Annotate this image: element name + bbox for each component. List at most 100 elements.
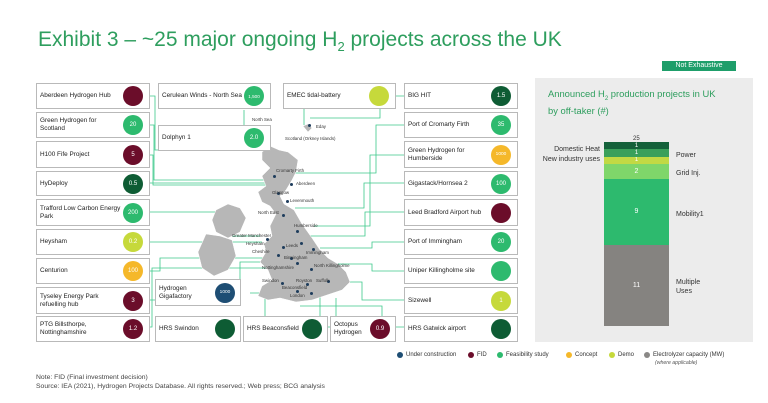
project-name: Cerulean Winds - North Sea [162, 92, 242, 99]
map-label: Leeds [286, 243, 298, 248]
map-label: Scotland (Orkney Islands) [285, 136, 336, 141]
project-name: HRS Gatwick airport [408, 325, 466, 332]
project-name: Sizewell [408, 296, 432, 304]
status-circle: 0.9 [370, 319, 390, 339]
status-circle: 1 [491, 290, 511, 311]
map-label: Cromarty Firth [276, 168, 305, 173]
chart-title: Announced H2 production projects in UK b… [548, 88, 716, 116]
status-circle [302, 319, 322, 339]
bar-segment-new-industry-uses: 1 [604, 149, 669, 157]
project-card: H100 Fife Project 5 [36, 141, 150, 168]
bar-segment-multiple-uses: 11 [604, 245, 669, 326]
status-circle [123, 86, 143, 106]
project-card: Green Hydrogen for Scotland 20 [36, 112, 150, 138]
project-card: Port of Cromarty Firth 35 [404, 112, 518, 138]
status-circle: 20 [123, 115, 143, 135]
project-name: Hydrogen Gigafactory [159, 284, 192, 300]
map-label: Glasgow [272, 190, 290, 195]
project-card: Dolphyn 1 2.0 [158, 125, 271, 151]
legend-item: Feasibility study [497, 352, 549, 358]
map-label: Royston [296, 278, 313, 283]
project-name: Gigastack/Hornsea 2 [408, 179, 468, 187]
project-card: Green Hydrogen for Humberside 1000 [404, 141, 518, 168]
legend-item: Concept [566, 352, 597, 358]
status-circle: 1.2 [123, 319, 143, 339]
status-circle [215, 319, 235, 339]
status-circle: 20 [491, 232, 511, 252]
project-card: Hydrogen Gigafactory 1000 [155, 279, 241, 306]
status-circle: 5 [123, 144, 143, 165]
map-dot [296, 230, 299, 233]
project-name: Leed Bradford Airport hub [408, 208, 482, 216]
legend-swatch [644, 352, 650, 358]
page-title: Exhibit 3 – ~25 major ongoing H2 project… [38, 28, 562, 55]
bar-segment-power: 1 [604, 156, 669, 165]
map-label: Suffolk [316, 278, 330, 283]
status-circle [491, 202, 511, 223]
category-label: Multiple Uses [676, 279, 701, 295]
legend-swatch [397, 352, 403, 358]
bar-segment-mobility: 9 [604, 178, 669, 246]
status-circle: 100 [123, 261, 143, 281]
project-name: EMEC tidal-battery [287, 92, 341, 99]
category-label: Grid Inj. [676, 170, 701, 177]
project-name: Uniper Killingholme site [408, 267, 475, 274]
legend-swatch [609, 352, 615, 358]
status-circle: 0.5 [123, 173, 143, 194]
map-label: Greater Manchester [232, 233, 272, 238]
status-circle [491, 319, 511, 339]
project-name: H100 Fife Project [40, 150, 90, 158]
project-card: PTG Billsthorpe, Nottinghamshire 1.2 [36, 316, 150, 342]
project-name: Dolphyn 1 [162, 134, 191, 141]
category-label: Power [676, 152, 696, 159]
map-dot [300, 242, 303, 245]
project-card: Uniper Killingholme site [404, 258, 518, 284]
project-card: Cerulean Winds - North Sea 1,500 [158, 83, 271, 109]
map-dot [277, 192, 280, 195]
legend-item: Under construction [397, 352, 456, 358]
map-dot [282, 214, 285, 217]
map-label: Humberside [294, 223, 318, 228]
map-dot [308, 124, 311, 127]
project-card: Leed Bradford Airport hub [404, 199, 518, 226]
status-circle: 1.5 [491, 86, 511, 106]
status-circle: 100 [491, 173, 511, 194]
great-britain-shape [257, 145, 351, 303]
map-label: North Sea [252, 117, 272, 122]
category-label: New industry uses [542, 156, 600, 163]
map-dot [286, 200, 289, 203]
status-circle [369, 86, 389, 106]
legend-swatch [497, 352, 503, 358]
project-name: HyDeploy [40, 179, 68, 187]
map-label: Nottinghamshire [262, 265, 294, 270]
project-name: HRS Beaconsfield [247, 325, 299, 332]
map-dot [312, 248, 315, 251]
legend-swatch [468, 352, 474, 358]
map-label: Beaconsfield [282, 285, 308, 290]
project-card: Port of Immingham 20 [404, 229, 518, 255]
map-label: Aberdeen [296, 181, 316, 186]
map-label: Birmingham [284, 255, 308, 260]
project-name: Green Hydrogen for Humberside [408, 146, 465, 162]
project-name: BIG HIT [408, 92, 432, 99]
project-card: Octopus Hydrogen 0.9 [330, 316, 396, 342]
project-card: Trafford Low Carbon Energy Park 200 [36, 199, 150, 226]
map-label: Cheshire [252, 249, 270, 254]
project-name: Green Hydrogen for Scotland [40, 117, 97, 132]
map-label: North East [258, 210, 279, 215]
status-circle: 200 [123, 202, 143, 223]
map-label: Heysham [246, 241, 265, 246]
project-card: EMEC tidal-battery [283, 83, 396, 109]
project-name: Trafford Low Carbon Energy Park [40, 204, 121, 220]
legend-item: Demo [609, 352, 634, 358]
project-name: Heysham [40, 238, 67, 245]
project-card: Heysham 0.2 [36, 229, 150, 255]
legend-swatch [566, 352, 572, 358]
bar-total: 25 [633, 136, 640, 142]
project-name: Octopus Hydrogen [334, 321, 362, 336]
map-label: London [290, 293, 305, 298]
project-card: HRS Gatwick airport [404, 316, 518, 342]
project-card: BIG HIT 1.5 [404, 83, 518, 109]
bar-segment-grid-injection: 2 [604, 164, 669, 179]
